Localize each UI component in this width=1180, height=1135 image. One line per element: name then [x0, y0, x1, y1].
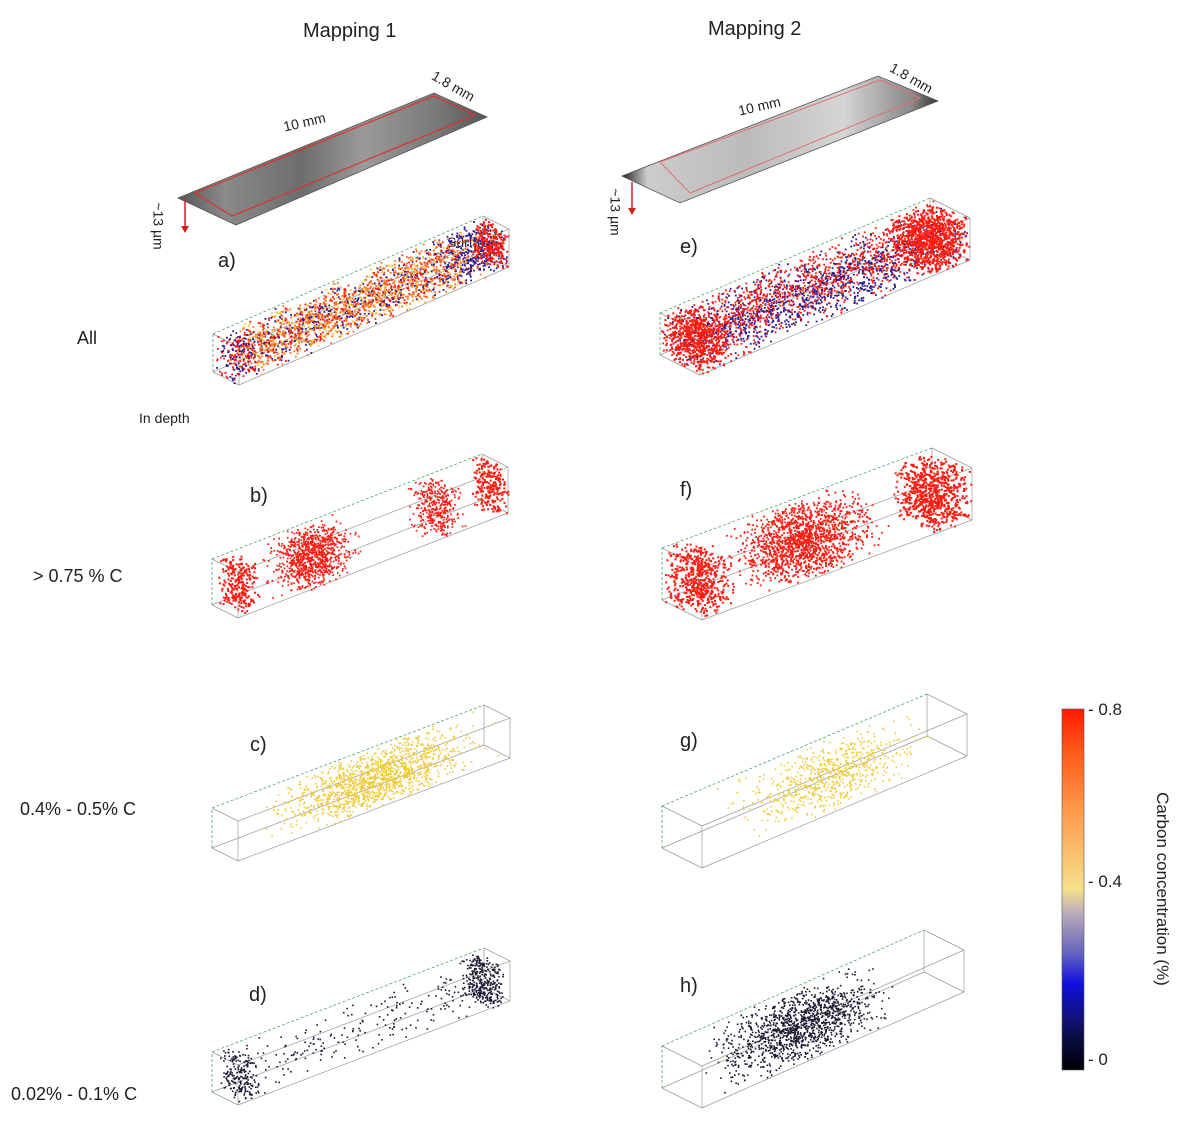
colorbar [1061, 708, 1085, 1071]
cloud-high-mapping-2 [665, 455, 973, 617]
cloud-mid-mapping-1 [265, 711, 500, 838]
panel-letter-f: f) [680, 479, 693, 501]
panel-letter-a: a) [218, 250, 236, 272]
cloud-low-mapping-1 [220, 954, 504, 1103]
panel-letter-b: b) [250, 485, 268, 507]
sample-image-mapping-1 [177, 92, 488, 233]
colorbar-tick-0: - 0 [1088, 1050, 1108, 1069]
panel-letter-h: h) [680, 975, 698, 997]
colorbar-title: Carbon concentration (%) [1153, 792, 1172, 986]
panel-letter-c: c) [250, 734, 267, 756]
panel-letter-d: d) [249, 984, 267, 1006]
sample-image-mapping-2 [620, 75, 940, 215]
row-label-high-carbon: > 0.75 % C [33, 566, 123, 586]
cloud-low-mapping-2 [705, 968, 894, 1094]
column-title-mapping-1: Mapping 1 [303, 20, 397, 42]
row-label-all: All [77, 328, 98, 348]
row-label-low-carbon: 0.02% - 0.1% C [11, 1084, 138, 1104]
cloud-mid-mapping-2 [716, 716, 929, 837]
panel-letter-e: e) [680, 236, 698, 258]
colorbar-tick-0.4: - 0.4 [1088, 872, 1123, 891]
colorbar-tick-0.8: - 0.8 [1088, 700, 1123, 719]
panel-letter-g: g) [680, 730, 698, 752]
column-title-mapping-2: Mapping 2 [708, 18, 802, 40]
cloud-all-mapping-2 [661, 200, 971, 375]
in-depth-label: In depth [139, 410, 190, 426]
row-label-mid-carbon: 0.4% - 0.5% C [20, 799, 137, 819]
cloud-all-mapping-1 [216, 218, 510, 385]
cloud-high-mapping-1 [218, 457, 510, 614]
